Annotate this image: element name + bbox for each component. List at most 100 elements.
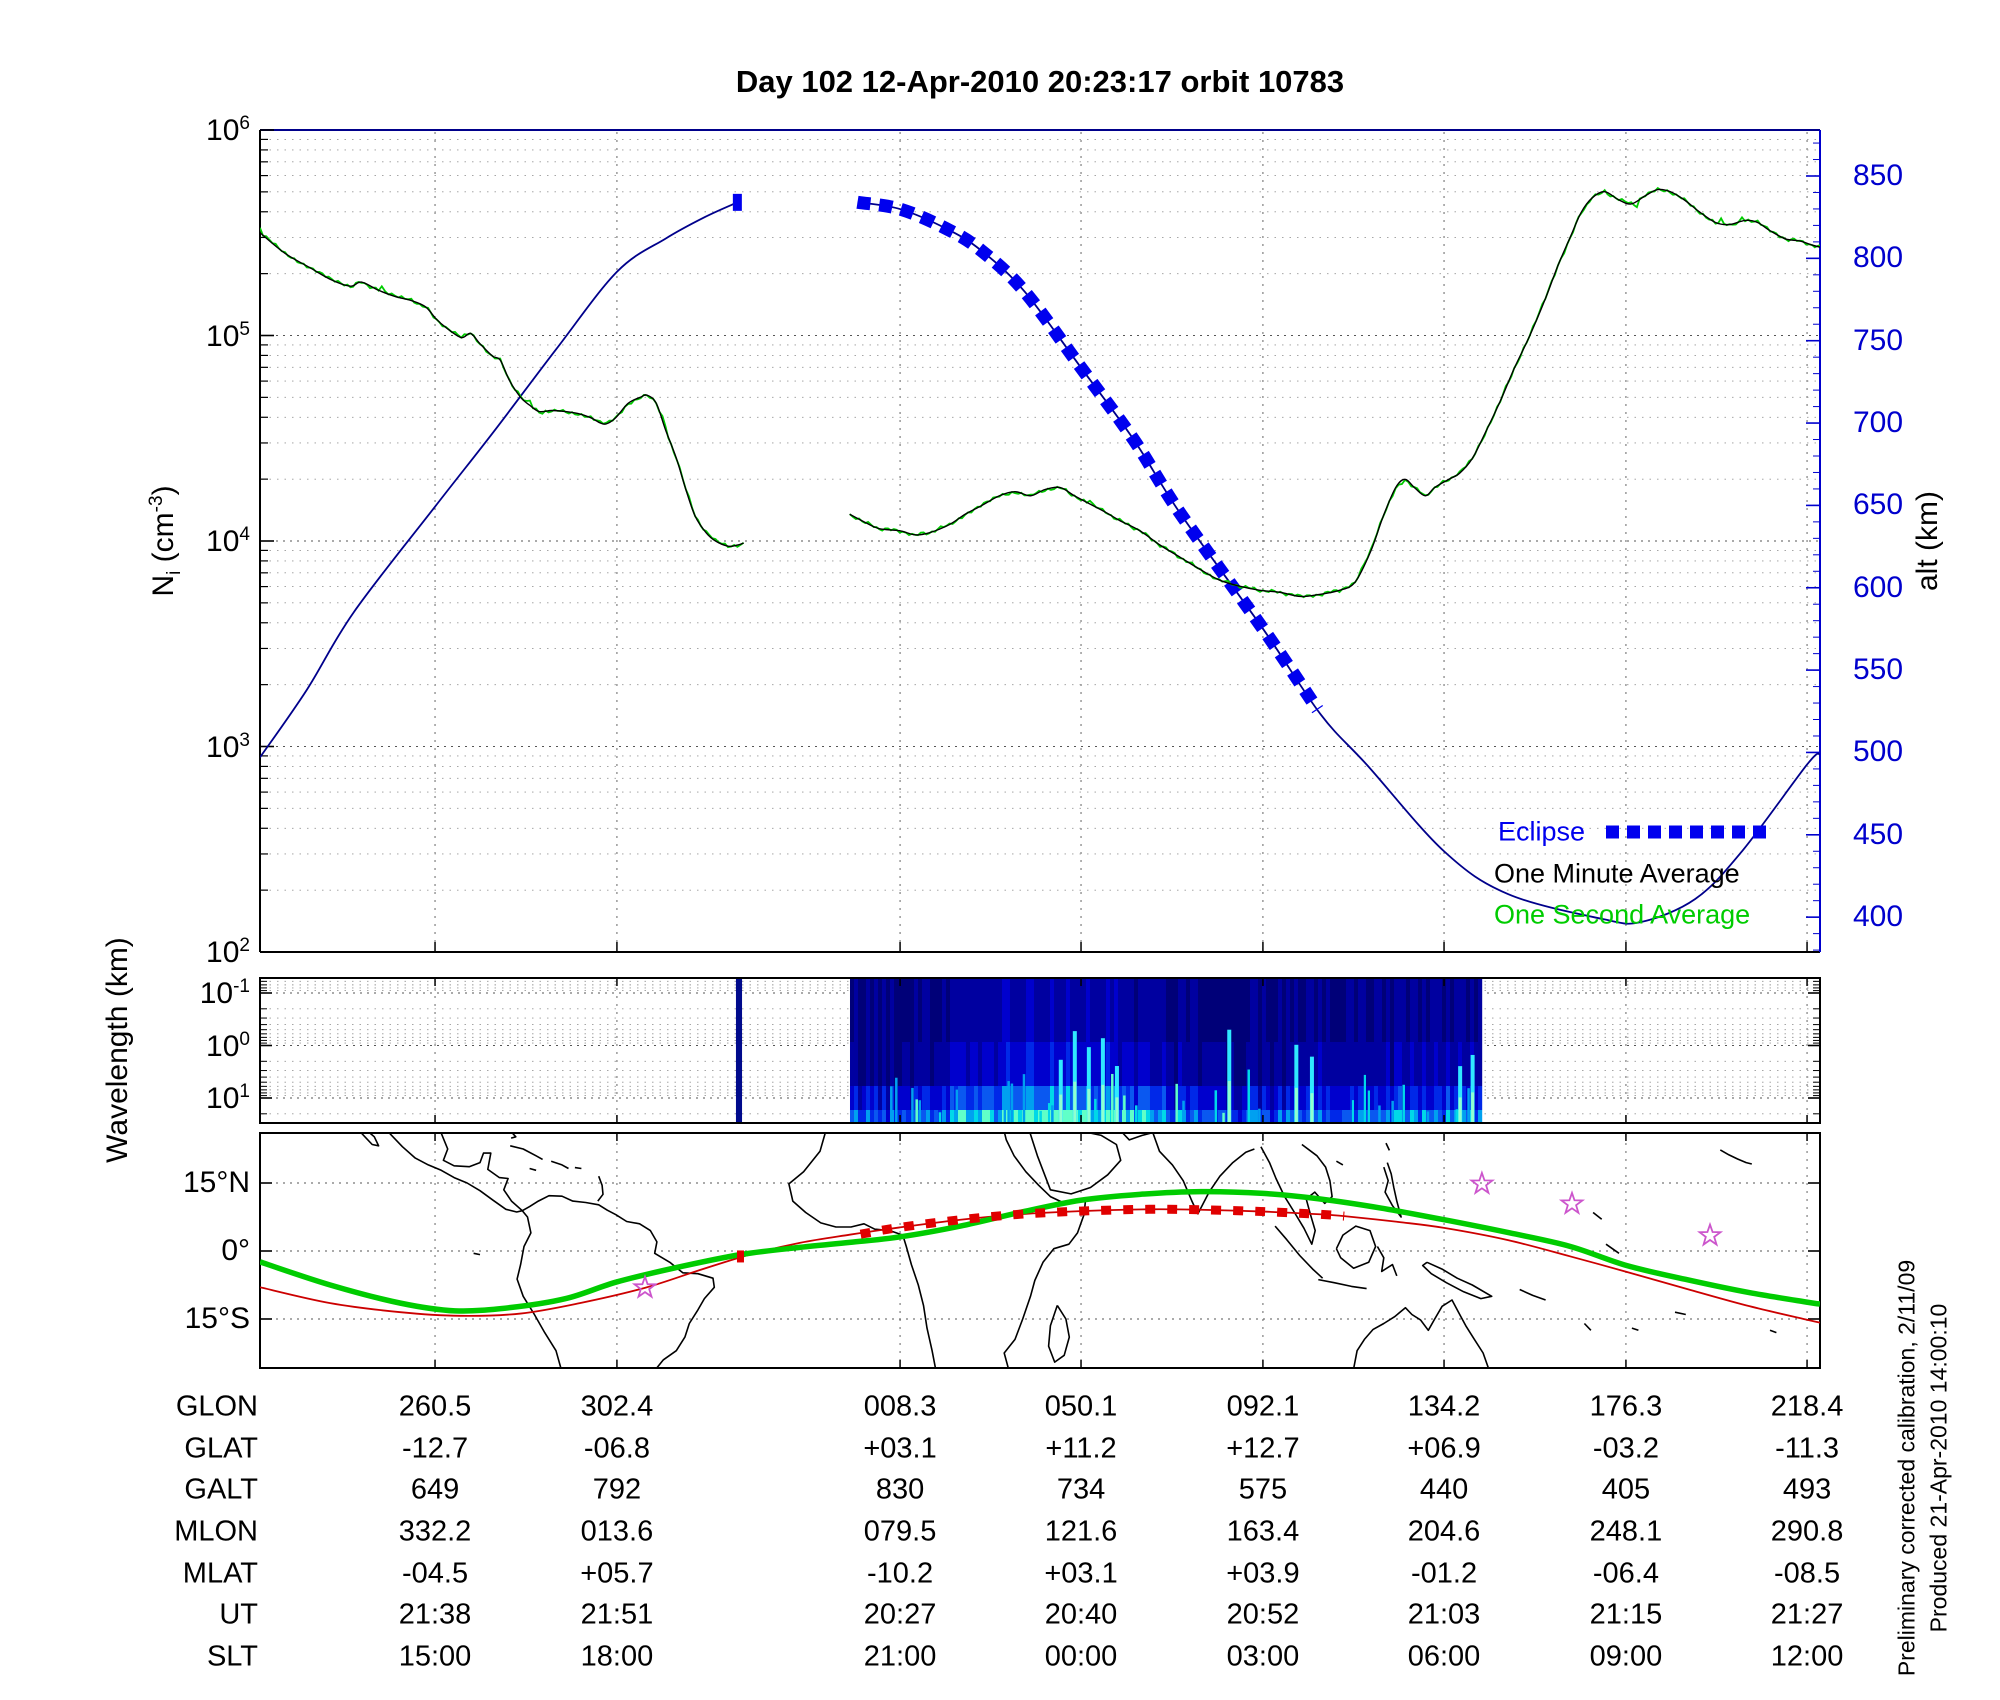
table-cell-ut-7: 21:15 bbox=[1589, 1598, 1663, 1631]
coastline bbox=[1519, 1288, 1546, 1301]
table-row-label-mlat: MLAT bbox=[182, 1557, 258, 1590]
ni-one-second-trace bbox=[260, 227, 745, 549]
coastline bbox=[360, 1133, 380, 1147]
table-cell-mlat-2: +05.7 bbox=[580, 1557, 654, 1590]
table-cell-glat-7: -03.2 bbox=[1592, 1432, 1659, 1465]
alt-tick-label: 800 bbox=[1853, 241, 1904, 275]
table-row-label-glat: GLAT bbox=[184, 1432, 258, 1465]
table-cell-ut-6: 21:03 bbox=[1407, 1598, 1481, 1631]
table-cell-mlat-4: +03.1 bbox=[1044, 1557, 1118, 1590]
table-row-label-mlon: MLON bbox=[174, 1515, 258, 1548]
table-cell-glon-3: 008.3 bbox=[863, 1390, 937, 1423]
alt-tick-label: 650 bbox=[1853, 488, 1904, 522]
coastline bbox=[1122, 1133, 1152, 1141]
page-title: Day 102 12-Apr-2010 20:23:17 orbit 10783 bbox=[735, 64, 1345, 99]
wavelength-tick-label: 100 bbox=[206, 1028, 250, 1063]
wavelength-tick-label: 10-1 bbox=[199, 976, 250, 1010]
table-cell-galt-1: 649 bbox=[410, 1473, 460, 1506]
ground-track bbox=[260, 1188, 1820, 1314]
tick-marks bbox=[260, 129, 1820, 1368]
alt-tick-label: 600 bbox=[1853, 570, 1904, 604]
coastline bbox=[1318, 1278, 1367, 1290]
ground-station-star bbox=[1468, 1170, 1496, 1196]
table-cell-glon-2: 302.4 bbox=[580, 1390, 654, 1423]
table-cell-mlat-8: -08.5 bbox=[1773, 1557, 1841, 1590]
alt-tick-label: 700 bbox=[1853, 406, 1904, 440]
wavelength-axis-label: Wavelength (km) bbox=[101, 937, 134, 1163]
table-cell-mlat-3: -10.2 bbox=[867, 1557, 934, 1590]
coastline bbox=[1583, 1322, 1592, 1331]
ni-one-second-trace bbox=[849, 186, 1820, 599]
coastline bbox=[529, 1167, 537, 1172]
table-cell-glat-4: +11.2 bbox=[1045, 1432, 1117, 1465]
table-cell-mlat-1: -04.5 bbox=[401, 1557, 469, 1590]
table-cell-galt-2: 792 bbox=[592, 1473, 642, 1506]
ni-one-minute-trace bbox=[260, 232, 744, 548]
table-cell-mlon-5: 163.4 bbox=[1226, 1515, 1300, 1548]
coastline bbox=[510, 1145, 543, 1161]
table-cell-mlon-7: 248.1 bbox=[1589, 1515, 1663, 1548]
table-cell-galt-4: 734 bbox=[1056, 1473, 1106, 1506]
table-row-label-glon: GLON bbox=[175, 1390, 258, 1423]
table-cell-slt-7: 09:00 bbox=[1589, 1640, 1663, 1673]
table-cell-mlat-6: -01.2 bbox=[1410, 1557, 1478, 1590]
latitude-tick-label: 15°S bbox=[184, 1301, 250, 1335]
table-cell-glon-8: 218.4 bbox=[1770, 1390, 1844, 1423]
coastline bbox=[1631, 1327, 1639, 1332]
ni-tick-label: 102 bbox=[206, 935, 250, 969]
table-cell-slt-6: 06:00 bbox=[1407, 1640, 1481, 1673]
ni-tick-label: 103 bbox=[206, 729, 250, 764]
legend-eclipse-label: Eclipse bbox=[1498, 816, 1586, 847]
coastline bbox=[1335, 1225, 1377, 1269]
ni-axis-label: Ni (cm-3) bbox=[146, 485, 185, 597]
coastline bbox=[473, 1252, 481, 1256]
table-row-label-slt: SLT bbox=[206, 1640, 258, 1673]
table-cell-glat-8: -11.3 bbox=[1775, 1432, 1840, 1465]
table-cell-glat-6: +06.9 bbox=[1407, 1432, 1481, 1465]
table-cell-ut-2: 21:51 bbox=[580, 1598, 654, 1631]
legend-one-second-label: One Second Average bbox=[1494, 899, 1751, 930]
table-cell-glon-7: 176.3 bbox=[1589, 1390, 1663, 1423]
table-cell-slt-5: 03:00 bbox=[1226, 1640, 1300, 1673]
coastline bbox=[1274, 1225, 1324, 1279]
table-cell-glon-1: 260.5 bbox=[398, 1390, 472, 1423]
coastline bbox=[550, 1160, 569, 1170]
table-cell-slt-3: 21:00 bbox=[863, 1640, 937, 1673]
table-cell-glon-5: 092.1 bbox=[1226, 1390, 1300, 1423]
table-cell-glat-3: +03.1 bbox=[863, 1432, 937, 1465]
table-cell-slt-1: 15:00 bbox=[398, 1640, 472, 1673]
coastline bbox=[1674, 1311, 1686, 1316]
legend-one-minute-label: One Minute Average bbox=[1494, 858, 1740, 889]
ground-station-star bbox=[1558, 1190, 1586, 1216]
table-cell-mlon-2: 013.6 bbox=[580, 1515, 654, 1548]
table-cell-ut-4: 20:40 bbox=[1044, 1598, 1118, 1631]
table-cell-mlon-1: 332.2 bbox=[398, 1515, 472, 1548]
eclipse-isolated-marker bbox=[732, 193, 742, 211]
sidebar-produced-note: Produced 21-Apr-2010 14:00:10 bbox=[1925, 1303, 1952, 1633]
table-cell-slt-2: 18:00 bbox=[580, 1640, 654, 1673]
ni-tick-label: 105 bbox=[206, 318, 250, 353]
alt-tick-label: 550 bbox=[1853, 653, 1904, 687]
latitude-tick-label: 0° bbox=[221, 1234, 250, 1267]
coastline bbox=[1352, 1299, 1490, 1368]
table-cell-mlon-4: 121.6 bbox=[1044, 1515, 1118, 1548]
table-cell-slt-4: 00:00 bbox=[1044, 1640, 1118, 1673]
table-cell-ut-3: 20:27 bbox=[863, 1598, 937, 1631]
table-cell-ut-5: 20:52 bbox=[1226, 1598, 1300, 1631]
wavelength-tick-label: 101 bbox=[206, 1081, 250, 1115]
alt-tick-label: 500 bbox=[1853, 735, 1904, 769]
altitude-curve bbox=[857, 201, 1820, 925]
coastline bbox=[440, 1133, 523, 1212]
alt-axis-label: alt (km) bbox=[1911, 491, 1944, 591]
coastline bbox=[1769, 1329, 1777, 1334]
eclipse-isolated-ground-marker bbox=[736, 1250, 744, 1263]
coastline bbox=[1336, 1160, 1344, 1166]
table-cell-ut-1: 21:38 bbox=[398, 1598, 472, 1631]
alt-tick-label: 750 bbox=[1853, 323, 1904, 357]
table-cell-glon-6: 134.2 bbox=[1407, 1390, 1481, 1423]
ni-tick-label: 106 bbox=[206, 113, 250, 147]
table-cell-glon-4: 050.1 bbox=[1044, 1390, 1118, 1423]
coastline bbox=[510, 1133, 517, 1139]
